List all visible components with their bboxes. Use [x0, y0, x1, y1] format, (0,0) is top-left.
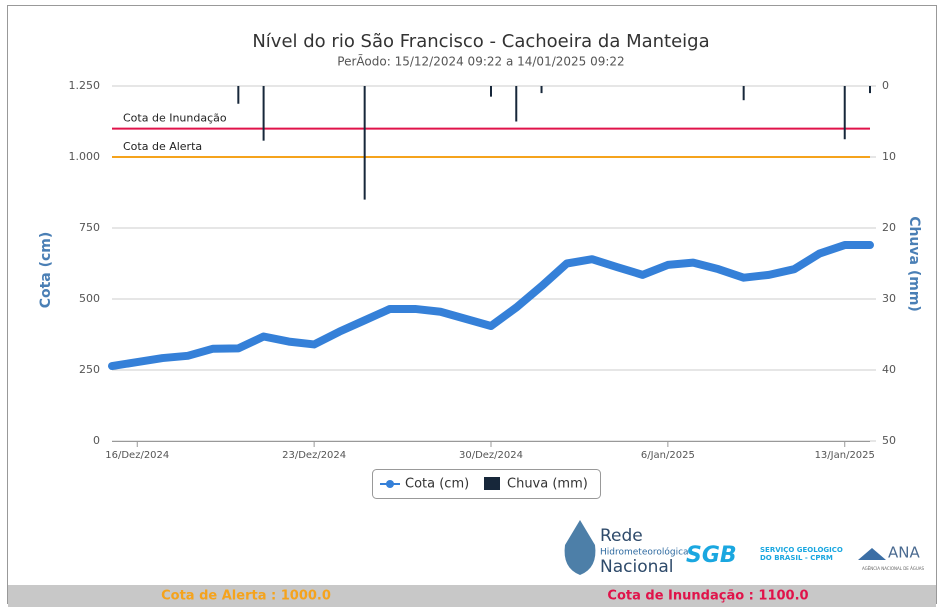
- footer-flood: Cota de Inundação : 1100.0: [607, 589, 808, 604]
- legend-swatch: [484, 477, 500, 490]
- x-tick-label: 13/Jan/2025: [815, 450, 875, 461]
- logo-text: AGÊNCIA NACIONAL DE ÁGUAS: [862, 566, 925, 571]
- y2-tick-label: 40: [882, 363, 896, 376]
- legend-marker: [386, 480, 394, 488]
- y-axis-title: Cota (cm): [38, 232, 54, 309]
- chart-subtitle: PerÃodo: 15/12/2024 09:22 a 14/01/2025 0…: [337, 54, 624, 69]
- rain-bar: [742, 86, 745, 101]
- rain-bar: [515, 86, 518, 122]
- rain-bar: [262, 86, 265, 141]
- rain-bar: [237, 86, 240, 104]
- legend-label[interactable]: Cota (cm): [405, 477, 469, 492]
- footer-alert: Cota de Alerta : 1000.0: [161, 589, 331, 604]
- x-tick-label: 23/Dez/2024: [282, 450, 346, 461]
- logo-text: Hidrometeorológica: [600, 547, 689, 558]
- threshold-label: Cota de Alerta: [123, 140, 202, 153]
- y2-tick-label: 10: [882, 150, 896, 163]
- rain-bar: [540, 86, 543, 94]
- logo-text: Rede: [600, 526, 643, 546]
- legend-label[interactable]: Chuva (mm): [507, 477, 588, 492]
- y2-tick-label: 30: [882, 292, 896, 305]
- ana-icon: [858, 548, 886, 560]
- drop-icon: [564, 520, 596, 575]
- rain-bar: [843, 86, 846, 140]
- footer-bar: [8, 585, 936, 607]
- x-tick-label: 16/Dez/2024: [105, 450, 169, 461]
- legend: Cota (cm) Chuva (mm): [372, 469, 601, 499]
- cota-line: [108, 241, 874, 371]
- rain-bar: [869, 86, 871, 94]
- y2-axis-title: Chuva (mm): [906, 216, 922, 312]
- logo-caption: SERVIÇO GEOLÓGICO DO BRASIL - CPRM: [760, 546, 843, 562]
- rain-bar: [363, 86, 366, 200]
- y-tick-label: 1.000: [69, 150, 101, 163]
- y2-tick-label: 0: [882, 79, 889, 92]
- y-tick-label: 500: [79, 292, 100, 305]
- frame: [7, 5, 937, 604]
- y-tick-label: 0: [93, 434, 100, 447]
- logo-text: SERVIÇO GEOLÓGICO DO BRASIL - CPRM: [760, 546, 843, 562]
- logo-text: ANA: [888, 544, 920, 562]
- y-tick-label: 250: [79, 363, 100, 376]
- y2-tick-label: 20: [882, 221, 896, 234]
- logos: Rede Hidrometeorológica Nacional SGB SER…: [564, 520, 925, 577]
- rain-bar: [490, 86, 492, 97]
- x-tick-label: 30/Dez/2024: [459, 450, 523, 461]
- x-tick-label: 6/Jan/2025: [641, 450, 695, 461]
- logo-text: SGB: [686, 543, 737, 568]
- y-tick-label: 1.250: [69, 79, 101, 92]
- chart-title: Nível do rio São Francisco - Cachoeira d…: [252, 31, 709, 52]
- y2-tick-label: 50: [882, 434, 896, 447]
- logo-text: Nacional: [600, 557, 674, 577]
- threshold-label: Cota de Inundação: [123, 112, 227, 125]
- y-tick-label: 750: [79, 221, 100, 234]
